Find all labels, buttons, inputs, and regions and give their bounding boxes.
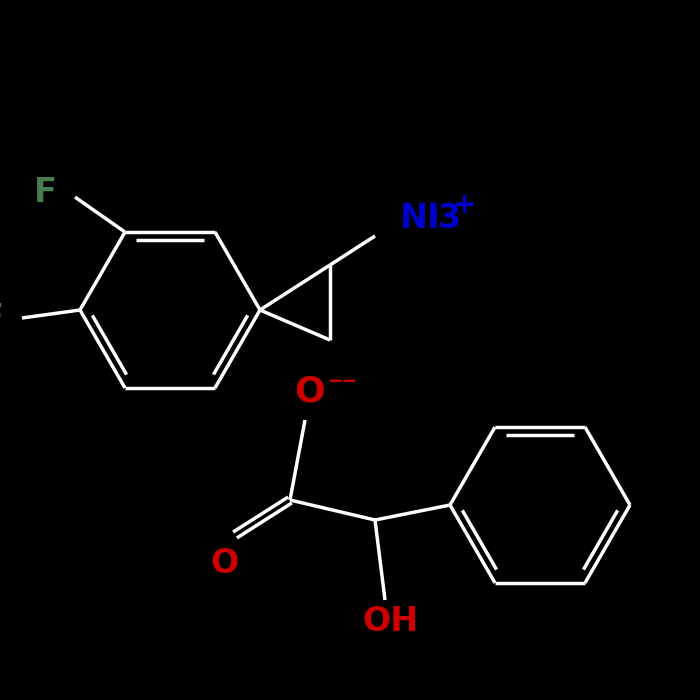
Text: O: O <box>295 374 326 408</box>
Text: OH: OH <box>362 605 418 638</box>
Text: ‒‒: ‒‒ <box>329 371 356 390</box>
Text: O: O <box>211 547 239 580</box>
Text: NH: NH <box>400 202 456 235</box>
Text: +: + <box>453 191 477 219</box>
Text: F: F <box>0 302 4 335</box>
Text: 3: 3 <box>438 202 461 235</box>
Text: F: F <box>34 176 57 209</box>
